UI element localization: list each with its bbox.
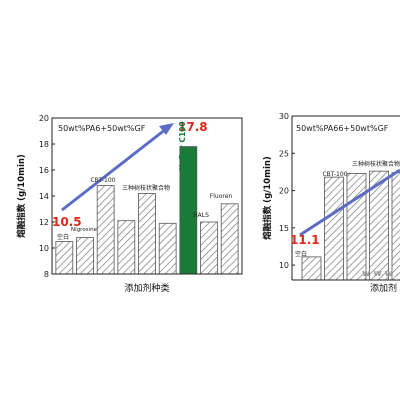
y-axis-label: 熔融指数 (g/10min) bbox=[16, 154, 27, 238]
bar-1 bbox=[324, 176, 344, 281]
trend-arrowhead bbox=[159, 123, 174, 135]
y-tick-label: 10 bbox=[279, 261, 289, 270]
y-tick-label: 14 bbox=[39, 192, 49, 201]
bar-1 bbox=[76, 237, 94, 275]
y-tick-label: 8 bbox=[44, 270, 49, 279]
y-tick-label: 15 bbox=[279, 224, 289, 233]
y-tick-label: 12 bbox=[39, 218, 49, 227]
cat-label-blank: 空白 bbox=[57, 233, 69, 241]
cat-label-blank: 空白 bbox=[295, 250, 307, 258]
y-tick-label: 16 bbox=[39, 166, 49, 175]
bar-0 bbox=[55, 241, 74, 275]
cat-label-dendrimers: 三种树枝状聚合物 bbox=[352, 160, 400, 168]
x-axis-label: 添加剂种类 bbox=[124, 282, 169, 294]
bar-0 bbox=[301, 256, 322, 281]
cat-label-cbt100: CBT-100 bbox=[322, 171, 347, 178]
bar-4 bbox=[138, 192, 156, 275]
bar-5 bbox=[158, 222, 177, 275]
y-tick-label: 25 bbox=[279, 149, 289, 158]
bar-3 bbox=[117, 220, 136, 275]
cat-label-fluoren: Fluoren bbox=[210, 193, 233, 200]
cat-label-hals: HALS bbox=[193, 212, 209, 219]
y-tick-label: 20 bbox=[279, 187, 289, 196]
y-tick-label: 10 bbox=[39, 244, 49, 253]
cat-label-dendrimers: 三种树枝状聚合物 bbox=[122, 184, 170, 192]
cat-label-nigrosine: Nigrosine bbox=[71, 227, 98, 233]
y-tick-label: 30 bbox=[279, 112, 289, 121]
bar-4 bbox=[391, 172, 400, 281]
end-value-label: 17.8 bbox=[178, 120, 208, 134]
chart-pa66: 10 15 20 25 30 50wt%PA66+50wt%GF 熔融指数 (g/10m… bbox=[262, 112, 400, 294]
chart-annotation: 50wt%PA6+50wt%GF bbox=[58, 124, 146, 133]
bar-2 bbox=[346, 172, 367, 281]
watermark-text: www.z bbox=[362, 269, 400, 279]
x-axis-label: 添加剂 bbox=[370, 282, 397, 294]
bar-2 bbox=[96, 185, 115, 275]
trend-arrow bbox=[61, 127, 167, 212]
bar-8 bbox=[220, 203, 239, 275]
cat-label-hyperc100: HyPer C100 bbox=[178, 121, 187, 170]
y-tick-label: 20 bbox=[39, 114, 49, 123]
y-axis-label: 熔融指数 (g/10min) bbox=[262, 156, 273, 240]
bar-7 bbox=[200, 221, 218, 275]
y-tick-label: 18 bbox=[39, 140, 49, 149]
chart-annotation: 50wt%PA66+50wt%GF bbox=[296, 124, 389, 133]
trend-arrow bbox=[299, 168, 400, 237]
cat-label-cbt100: CBT-100 bbox=[90, 177, 115, 184]
start-value-label: 10.5 bbox=[52, 215, 82, 229]
start-value-label: 11.1 bbox=[290, 233, 320, 247]
chart-pa6: 8 10 12 14 16 18 20 50wt%PA6+50wt%GF 熔融指数 (g/1… bbox=[16, 114, 243, 294]
